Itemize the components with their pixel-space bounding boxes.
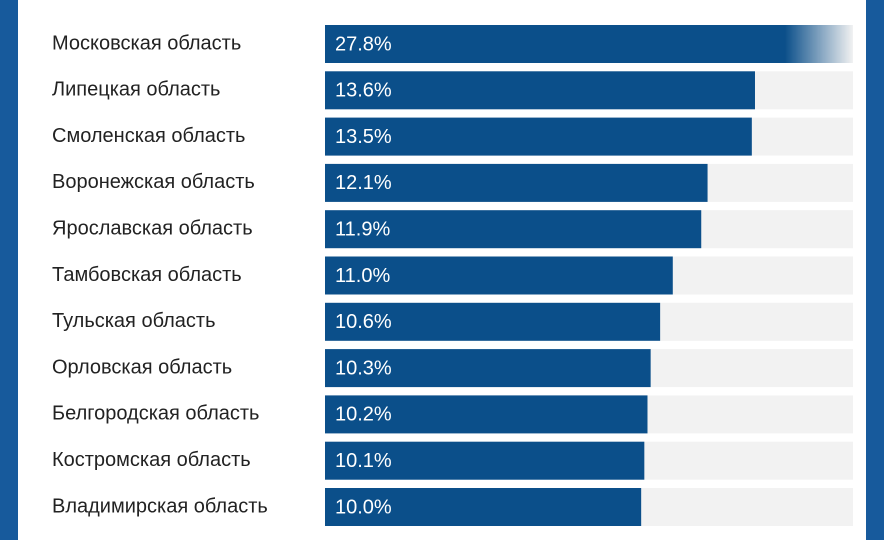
bar (325, 117, 752, 156)
bar (325, 25, 853, 63)
category-label: Орловская область (52, 356, 232, 378)
bar (325, 256, 673, 295)
bar (325, 488, 642, 526)
value-label: 27.8% (335, 33, 392, 55)
bar (325, 71, 755, 110)
category-label: Московская область (52, 32, 241, 54)
value-label: 11.9% (335, 218, 390, 240)
category-label: Костромская область (52, 449, 251, 471)
value-label: 10.1% (335, 450, 392, 472)
bar (325, 441, 645, 480)
category-label: Липецкая область (52, 79, 220, 101)
value-label: 13.6% (335, 80, 392, 102)
category-label: Ярославская область (52, 217, 253, 239)
value-label: 10.3% (335, 357, 392, 379)
category-label: Смоленская область (52, 125, 245, 147)
value-label: 13.5% (335, 126, 392, 148)
bar (325, 163, 708, 202)
bar (325, 349, 651, 388)
category-label: Тульская область (52, 310, 216, 332)
bar (325, 302, 661, 341)
category-label: Белгородская область (52, 403, 259, 425)
value-label: 10.0% (335, 496, 392, 518)
bar (325, 395, 648, 434)
value-label: 12.1% (335, 172, 392, 194)
bar (325, 210, 702, 249)
category-label: Воронежская область (52, 171, 255, 193)
category-label: Владимирская область (52, 495, 268, 517)
value-label: 11.0% (335, 265, 390, 287)
value-label: 10.6% (335, 311, 392, 333)
value-label: 10.2% (335, 404, 392, 426)
bars (325, 25, 853, 526)
category-label: Тамбовская область (52, 264, 242, 286)
